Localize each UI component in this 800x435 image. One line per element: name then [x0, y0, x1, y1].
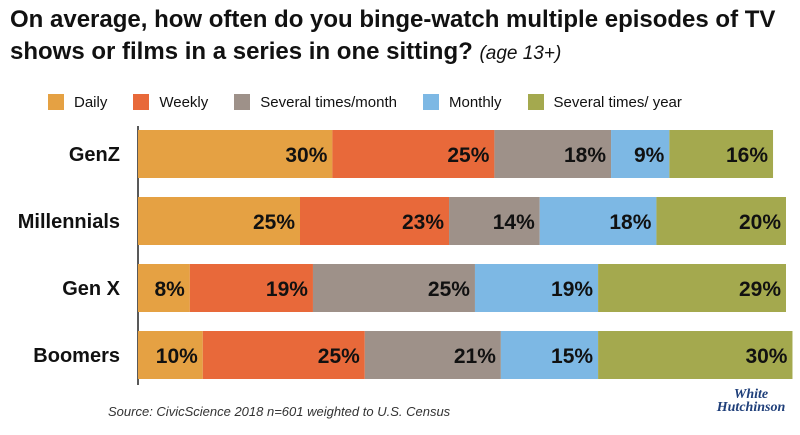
title-subtitle: (age 13+) [479, 43, 562, 64]
bar-segment [332, 130, 495, 178]
legend-label: Monthly [448, 93, 502, 111]
legend-label: Daily [74, 93, 108, 111]
data-label: 20% [739, 211, 781, 234]
data-label: 25% [318, 345, 360, 368]
bar-segment [202, 331, 365, 379]
legend-swatch [422, 94, 439, 110]
bar-segment [138, 331, 203, 379]
logo-line-1: White [733, 387, 769, 402]
stacked-bar-chart: GenZ 30% 25% 18% 9% 16% Millennials 25% 23% 14% 18… [18, 126, 793, 385]
bar-segment [539, 197, 657, 245]
bar-segment [500, 331, 599, 379]
legend-item-1: Weekly [133, 94, 208, 111]
bar-segment [138, 130, 333, 178]
data-label: 18% [609, 211, 651, 234]
title-main: On average, how often do you binge-watch… [10, 6, 776, 65]
legend-label: Several times/ year [553, 93, 682, 111]
data-label: 23% [402, 211, 444, 234]
data-label: 14% [493, 211, 535, 234]
category-label: Gen X [62, 278, 120, 300]
data-label: 25% [447, 144, 489, 167]
data-label: 8% [154, 278, 185, 301]
bar-segment [312, 264, 475, 312]
bar-segment [474, 264, 599, 312]
logo-line-2: Hutchinson [716, 400, 786, 415]
chart-title: On average, how often do you binge-watch… [10, 4, 790, 70]
data-label: 29% [739, 278, 781, 301]
legend-item-0: Daily [48, 94, 107, 111]
white-hutchinson-logo: White Hutchinson [708, 388, 794, 430]
source-note: Source: CivicScience 2018 n=601 weighted… [108, 404, 451, 419]
category-label: Millennials [18, 211, 120, 233]
legend-swatch [48, 94, 64, 110]
legend-label: Weekly [159, 93, 209, 111]
legend: Daily Weekly Several times/month Monthly Sev… [48, 92, 708, 112]
legend-swatch [527, 94, 544, 110]
data-label: 21% [454, 345, 496, 368]
bar-segment [598, 331, 793, 379]
bar-segment [669, 130, 774, 178]
data-label: 30% [285, 144, 327, 167]
bar-segment [189, 264, 313, 312]
bar-segment [138, 264, 190, 312]
data-label: 10% [156, 345, 198, 368]
bar-segment [449, 197, 540, 245]
data-label: 15% [551, 345, 593, 368]
bar-segment [300, 197, 450, 245]
data-label: 19% [551, 278, 593, 301]
bar-segment [494, 130, 612, 178]
data-label: 19% [266, 278, 308, 301]
data-label: 25% [428, 278, 470, 301]
data-label: 18% [564, 144, 606, 167]
bar-segment [364, 331, 501, 379]
legend-swatch [234, 94, 251, 110]
data-label: 30% [745, 345, 787, 368]
bar-segment [138, 197, 300, 245]
data-label: 9% [634, 144, 665, 167]
legend-item-4: Several times/ year [527, 93, 682, 111]
data-label: 25% [253, 211, 295, 234]
category-label: Boomers [33, 345, 120, 367]
category-label: GenZ [69, 144, 120, 166]
bar-segment [598, 264, 786, 312]
bar-segment [656, 197, 786, 245]
data-label: 16% [726, 144, 768, 167]
bar-segment [611, 130, 670, 178]
legend-swatch [133, 94, 150, 110]
legend-item-3: Monthly [422, 93, 502, 111]
legend-label: Several times/month [260, 93, 397, 111]
legend-item-2: Several times/month [234, 94, 397, 111]
